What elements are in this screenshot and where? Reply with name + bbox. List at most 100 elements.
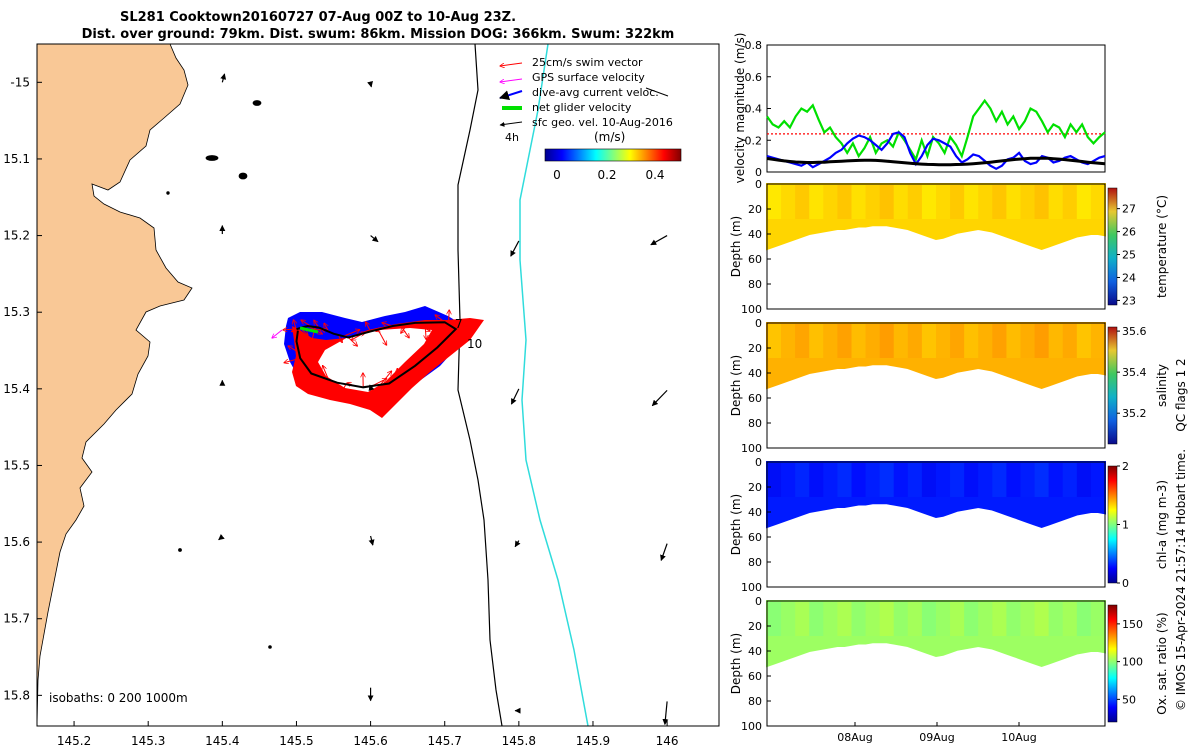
geo-velocity-vector [220, 73, 227, 83]
net-glider-velocity-segment [299, 326, 319, 334]
map-x-tick-label: 145.7 [428, 734, 462, 748]
figure-title-line2: Dist. over ground: 79km. Dist. swum: 86k… [82, 27, 675, 42]
chla-data-stripe [1062, 462, 1077, 497]
chla-data-stripe [767, 462, 782, 497]
temperature-data-stripe [837, 184, 852, 219]
salinity-data-stripe [851, 323, 866, 358]
qc-flags-label: QC flags 1 2 [1174, 358, 1188, 431]
temperature-data-stripe [1006, 184, 1021, 219]
temperature-data-stripe [809, 184, 824, 219]
oxygen-ylabel: Depth (m) [729, 633, 743, 694]
map-y-tick-label: 15.8 [3, 688, 30, 702]
salinity-colorbar-tick-label: 35.2 [1122, 407, 1147, 420]
salinity-data-stripe [978, 323, 993, 358]
geo-velocity-vector [510, 388, 520, 405]
temperature-data-stripe [1034, 184, 1049, 219]
island [205, 155, 219, 161]
land-mass [37, 44, 193, 726]
chla-y-tick-label: 100 [741, 581, 762, 594]
legend-current-label: dive-avg current veloc. [532, 86, 659, 99]
salinity-data-stripe [1048, 323, 1063, 358]
temperature-data-stripe [1076, 184, 1091, 219]
salinity-y-tick-label: 60 [748, 392, 762, 405]
legend-current-extra [645, 87, 669, 97]
temperature-colorbar-tick-label: 27 [1122, 203, 1136, 216]
salinity-colorbar-label: salinity [1155, 364, 1169, 407]
chla-data-edge [766, 461, 1106, 529]
oxygen-data-stripe [1048, 601, 1063, 636]
velocity-y-tick-label: 0.6 [745, 71, 763, 84]
temperature-y-tick-label: 80 [748, 278, 762, 291]
island [268, 645, 272, 649]
oxygen-data-stripe [950, 601, 965, 636]
chla-panel: 0 20 40 60 80 100 Depth (m) 0 1 2 chl-a (mg m-3) [729, 456, 1169, 594]
oxygen-data-edge [766, 600, 1106, 668]
chla-data-stripe [1006, 462, 1021, 497]
chla-data-stripe [809, 462, 824, 497]
salinity-data-stripe [1006, 323, 1021, 358]
salinity-y-tick-label: 80 [748, 417, 762, 430]
salinity-y-tick-label: 100 [741, 442, 762, 455]
map-y-tick-label: 15.1 [3, 152, 30, 166]
oxygen-colorbar-tick-label: 100 [1122, 656, 1143, 669]
salinity-data-field [767, 323, 1105, 388]
oxygen-y-tick-label: 0 [755, 595, 762, 608]
temperature-colorbar-tick-label: 24 [1122, 271, 1136, 284]
oxygen-data-stripe [879, 601, 894, 636]
swim-vector [323, 365, 330, 380]
temperature-data-stripe [865, 184, 880, 219]
colorbar-tick: 0 [553, 168, 561, 182]
map-y-tick-label: 15.3 [3, 305, 30, 319]
temperature-data-stripe [978, 184, 993, 219]
map-y-tick-label: 15.4 [3, 382, 30, 396]
map-y-tick-label: 15.5 [3, 458, 30, 472]
oxygen-data-stripe [865, 601, 880, 636]
oxygen-data-field [767, 601, 1105, 666]
oxygen-data-stripe [767, 601, 782, 636]
geo-velocity-vector [650, 235, 668, 246]
chla-data-stripe [823, 462, 838, 497]
temperature-data-stripe [781, 184, 796, 219]
chla-data-stripe [879, 462, 894, 497]
temperature-panel: 0 20 40 60 80 100 Depth (m) 23 24 25 26 27 temperatu… [729, 178, 1169, 316]
velocity-y-tick-label: 0.4 [745, 103, 763, 116]
map-panel: 7 10 145.2 145.3 145.4 145.5 145.6 145.7 145.8… [3, 43, 720, 748]
island [166, 191, 170, 195]
oxygen-data-stripe [823, 601, 838, 636]
temperature-y-tick-label: 20 [748, 203, 762, 216]
legend-net-label: net glider velocity [532, 101, 632, 114]
map-x-tick-label: 145.5 [279, 734, 313, 748]
salinity-data-stripe [809, 323, 824, 358]
temperature-data-stripe [823, 184, 838, 219]
salinity-frame [766, 322, 1106, 449]
track-label-7: 7 [455, 317, 463, 331]
chla-data-stripe [1090, 462, 1105, 497]
salinity-data-stripe [781, 323, 796, 358]
swim-vector [318, 376, 320, 394]
geo-velocity-vector [218, 534, 225, 541]
salinity-data-stripe [921, 323, 936, 358]
temperature-colorbar-tick-label: 25 [1122, 249, 1136, 262]
swim-vector [314, 320, 320, 328]
salinity-data-stripe [795, 323, 810, 358]
geo-velocity-vector [662, 701, 669, 726]
map-y-axis: -15 15.1 15.2 15.3 15.4 15.5 15.6 15.7 15.8 [3, 75, 42, 702]
temperature-colorbar-label: temperature (°C) [1155, 195, 1169, 298]
chla-data-stripe [837, 462, 852, 497]
chla-colorbar-label: chl-a (mg m-3) [1155, 480, 1169, 569]
velocity-panel: 0 0.2 0.4 0.6 0.8 velocity magnitude (m/s) [733, 33, 1106, 183]
temperature-colorbar [1107, 187, 1118, 306]
swim-vector [365, 322, 372, 332]
geo-velocity-vector [510, 240, 520, 257]
oxygen-colorbar-tick-label: 50 [1122, 693, 1136, 706]
oxygen-data-stripe [1076, 601, 1091, 636]
salinity-y-tick-label: 40 [748, 367, 762, 380]
salinity-data-stripe [893, 323, 908, 358]
temperature-y-tick-label: 60 [748, 253, 762, 266]
swim-vector [343, 330, 359, 337]
temperature-data-stripe [767, 184, 782, 219]
temperature-frame [766, 183, 1106, 310]
oxygen-data-stripe [978, 601, 993, 636]
gps-velocity-vector [272, 329, 283, 338]
map-x-tick-label: 145.3 [131, 734, 165, 748]
